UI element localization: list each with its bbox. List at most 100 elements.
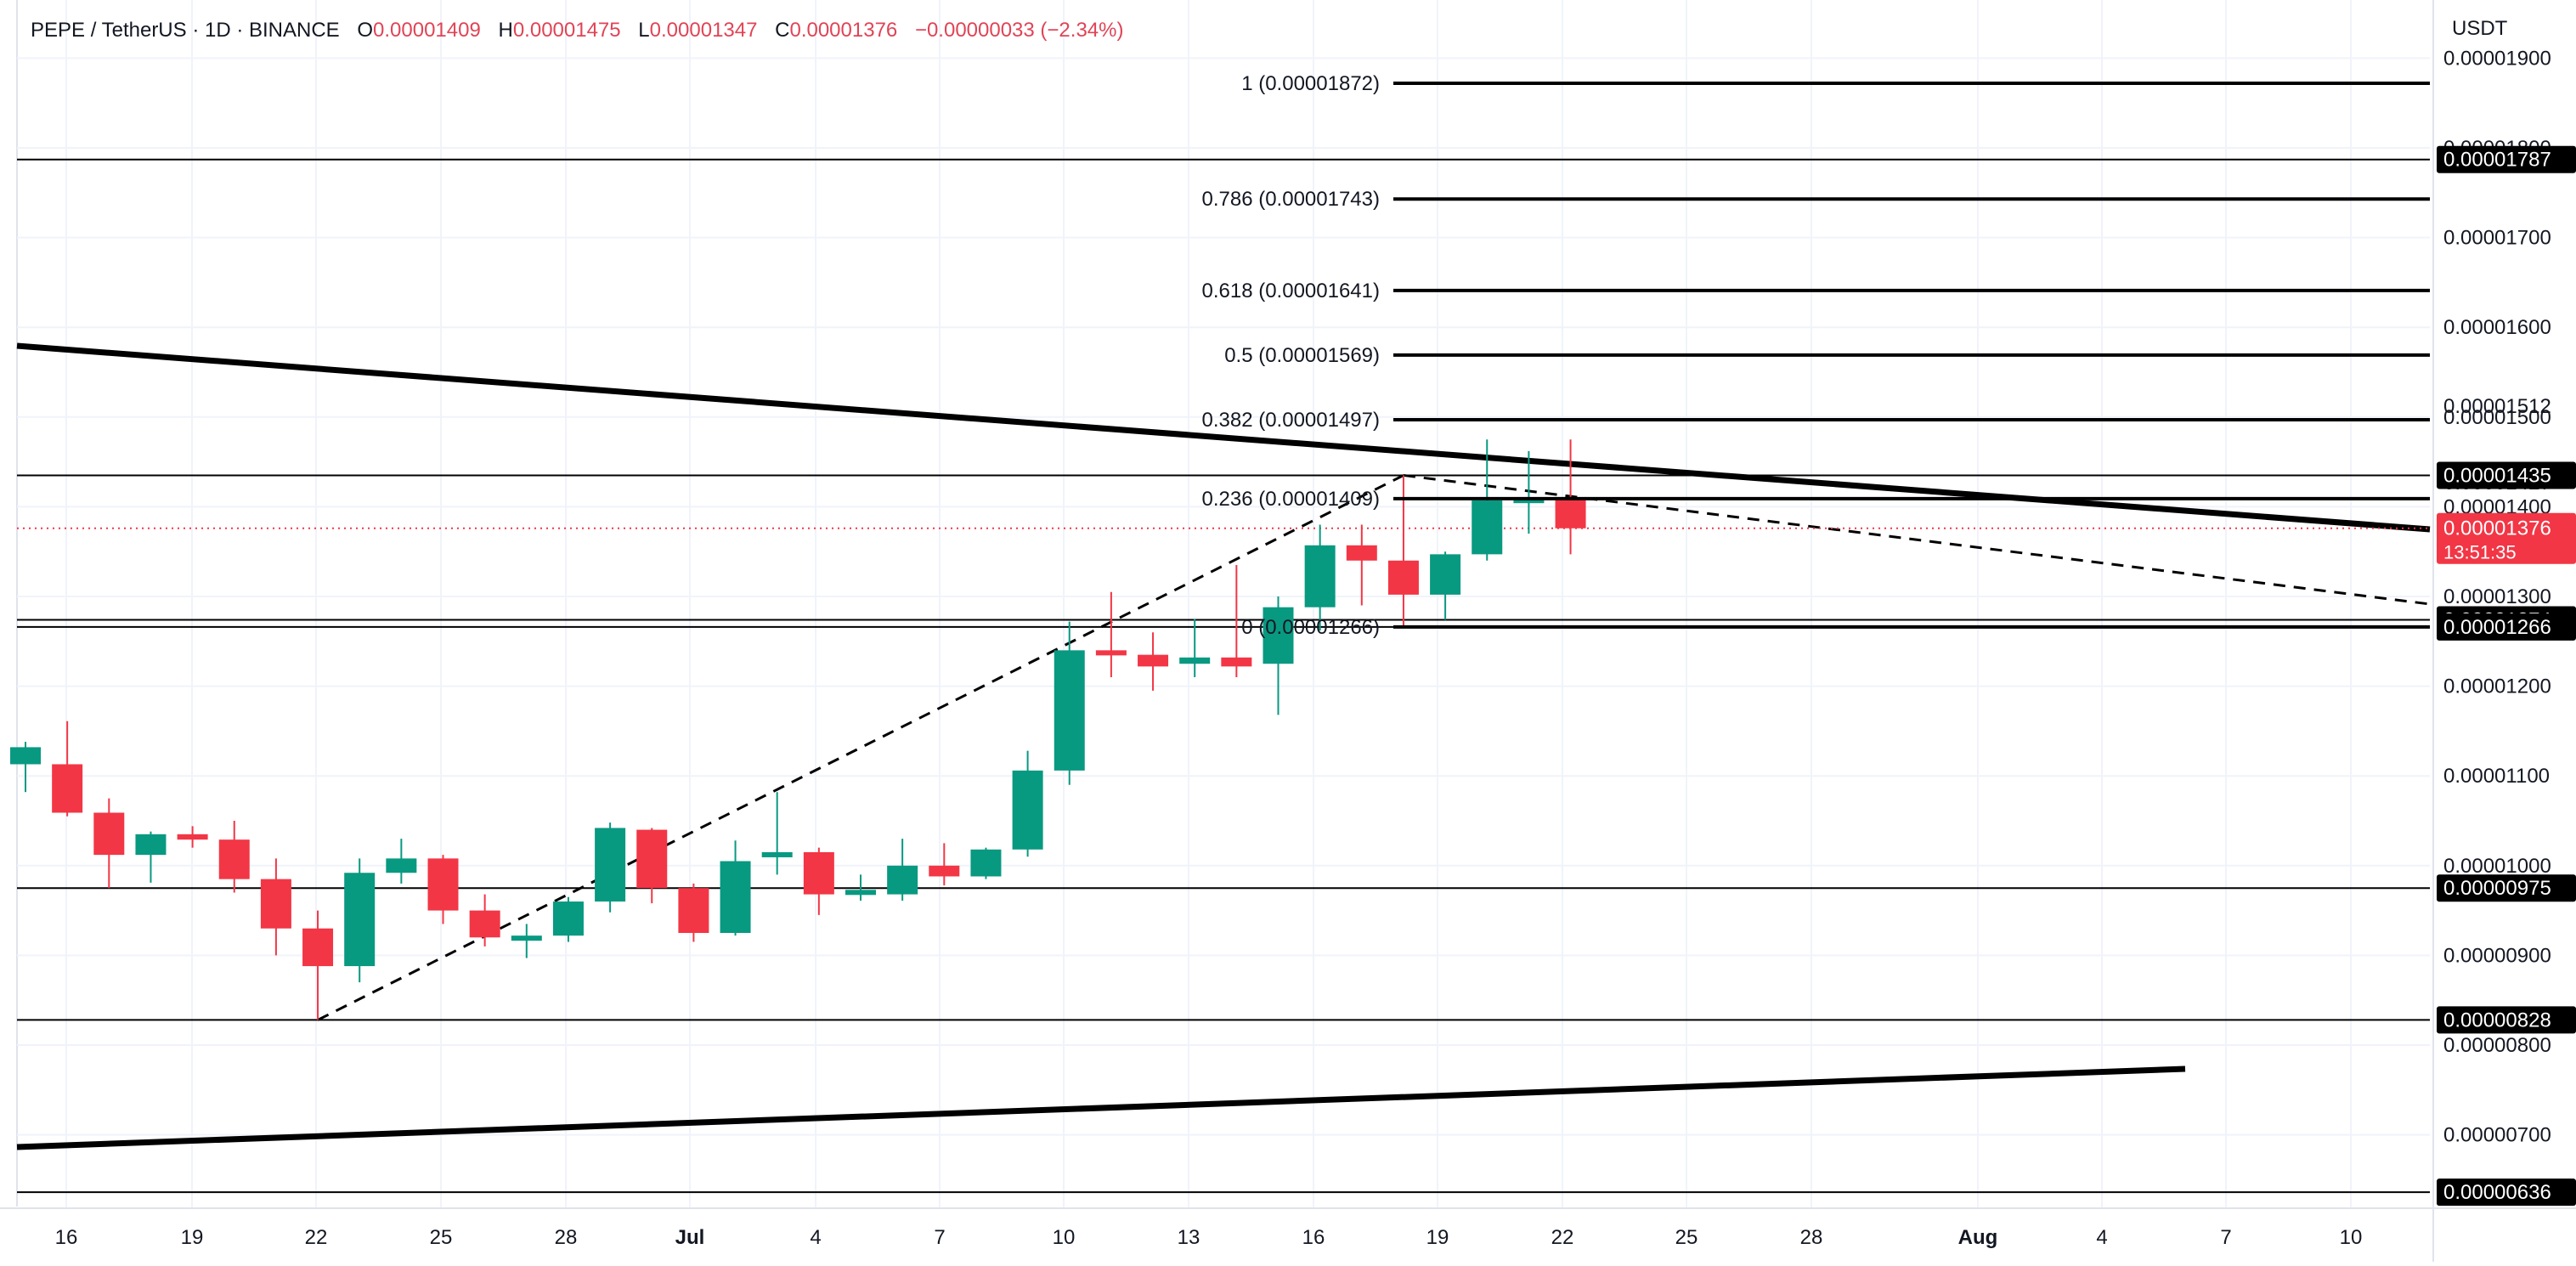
candle[interactable]: [260, 858, 291, 956]
candle-body: [887, 865, 918, 895]
candle-body: [552, 901, 584, 936]
candle-body: [93, 812, 125, 856]
y-tick-label: 0.00001500: [2443, 406, 2551, 429]
x-tick-label: 4: [810, 1226, 821, 1249]
x-tick-label: 25: [1675, 1226, 1698, 1249]
current-price-label: 0.00001376: [2443, 517, 2551, 540]
y-tick-label: 0.00000900: [2443, 944, 2551, 967]
x-tick-label: 10: [1053, 1226, 1076, 1249]
y-tick-label: 0.00000800: [2443, 1034, 2551, 1057]
candle[interactable]: [1095, 591, 1127, 678]
candle-body: [761, 851, 793, 857]
candle[interactable]: [10, 742, 41, 793]
candle-body: [1387, 560, 1419, 595]
x-tick-label: 28: [1800, 1226, 1823, 1249]
y-tick-label: 0.00001200: [2443, 675, 2551, 698]
candle-body: [427, 858, 459, 911]
candle-body: [1179, 657, 1211, 664]
symbol-title[interactable]: PEPE / TetherUS · 1D · BINANCE: [31, 19, 340, 42]
candle[interactable]: [93, 798, 125, 889]
x-tick-label: 22: [305, 1226, 328, 1249]
candle[interactable]: [1387, 475, 1419, 627]
candle-body: [1095, 650, 1127, 656]
candle[interactable]: [1513, 450, 1545, 534]
open-label: O: [357, 19, 374, 42]
candle[interactable]: [761, 792, 793, 875]
currency-label[interactable]: USDT: [2452, 17, 2508, 40]
candle[interactable]: [1346, 524, 1377, 606]
candle-body: [1012, 770, 1043, 850]
x-tick-label: 13: [1178, 1226, 1200, 1249]
candle[interactable]: [1555, 439, 1586, 555]
y-tick-label: 0.00001100: [2443, 765, 2550, 788]
y-tick-label: 0.00000700: [2443, 1124, 2551, 1147]
candle[interactable]: [1263, 596, 1294, 715]
price-label: 0.00000975: [2443, 877, 2551, 900]
candle[interactable]: [1138, 632, 1169, 691]
fib-level-label: 0.236 (0.00001409): [1201, 488, 1380, 511]
candle[interactable]: [636, 828, 668, 904]
candle[interactable]: [929, 843, 960, 886]
fib-level-label: 0.786 (0.00001743): [1201, 188, 1380, 211]
candle[interactable]: [1054, 621, 1085, 785]
candle[interactable]: [1430, 551, 1461, 620]
candle[interactable]: [469, 894, 500, 947]
y-tick-label: 0.00001000: [2443, 855, 2551, 878]
fib-level-label: 0.5 (0.00001569): [1224, 344, 1380, 367]
price-label: 0.00000828: [2443, 1009, 2551, 1031]
candle[interactable]: [177, 826, 208, 848]
chart-legend: PEPE / TetherUS · 1D · BINANCE O 0.000014…: [31, 14, 1123, 48]
candle-body: [302, 928, 334, 967]
candle[interactable]: [970, 847, 1002, 879]
x-tick-label: 16: [1302, 1226, 1325, 1249]
candle-body: [929, 865, 960, 877]
candle[interactable]: [344, 858, 376, 983]
candle[interactable]: [1012, 750, 1043, 857]
candle[interactable]: [511, 924, 542, 958]
y-tick-label: 0.00001900: [2443, 47, 2551, 70]
candle-body: [678, 888, 709, 933]
price-label: 0.00001266: [2443, 616, 2551, 639]
countdown-label: 13:51:35: [2443, 542, 2517, 563]
candle[interactable]: [595, 822, 626, 913]
candle[interactable]: [52, 721, 83, 817]
candle[interactable]: [887, 839, 918, 901]
axis-value-label: 0.00001512: [2443, 395, 2551, 418]
candle[interactable]: [720, 840, 751, 936]
price-label-box: [2437, 461, 2576, 489]
price-label-box: [2437, 145, 2576, 173]
high-label: H: [498, 19, 513, 42]
dashed-rising-line[interactable]: [317, 474, 1404, 1021]
candle-body: [1430, 554, 1461, 595]
candle[interactable]: [302, 910, 334, 1020]
candle[interactable]: [1179, 619, 1211, 678]
candle-body: [845, 890, 876, 896]
candle[interactable]: [552, 896, 584, 942]
candle[interactable]: [678, 883, 709, 942]
dashed-falling-line[interactable]: [1403, 473, 2431, 606]
candle-body: [970, 849, 1002, 877]
candle-body: [1054, 650, 1085, 771]
candle[interactable]: [386, 839, 417, 884]
x-tick-label: 28: [555, 1226, 578, 1249]
candle-body: [1472, 500, 1503, 555]
candle[interactable]: [845, 874, 876, 901]
candle[interactable]: [218, 821, 250, 893]
candle[interactable]: [1304, 524, 1336, 631]
candle[interactable]: [135, 831, 167, 883]
price-label: 0.00000636: [2443, 1181, 2551, 1204]
high-value: 0.00001475: [512, 19, 621, 42]
candle[interactable]: [1221, 565, 1252, 678]
change-value: −0.00000033 (−2.34%): [914, 19, 1124, 42]
candle-body: [1221, 657, 1252, 667]
candle-body: [720, 861, 751, 933]
candle[interactable]: [427, 855, 459, 924]
candle-body: [1263, 607, 1294, 664]
y-tick-label: 0.00001700: [2443, 227, 2551, 250]
ascending-trendline[interactable]: [16, 1065, 2186, 1150]
x-tick-label: 19: [181, 1226, 204, 1249]
candle[interactable]: [803, 847, 834, 915]
x-tick-label: Jul: [675, 1226, 705, 1249]
